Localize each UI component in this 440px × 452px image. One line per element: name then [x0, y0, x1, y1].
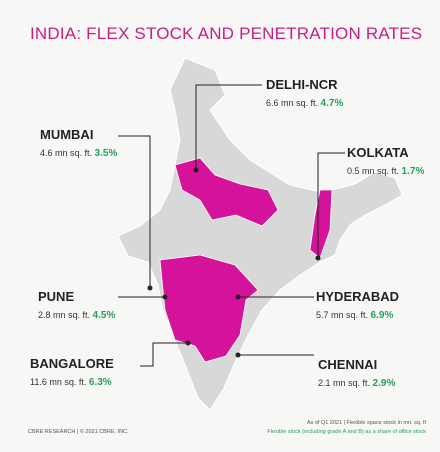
city-name: HYDERABAD: [316, 289, 400, 304]
city-rate: 6.9%: [370, 310, 394, 321]
region-north: [174, 157, 279, 227]
city-label: KOLKATA 0.5 mn sq. ft. 1.7%: [347, 145, 424, 177]
city-label: DELHI-NCR 6.6 mn sq. ft. 4.7%: [266, 77, 343, 109]
city-stock: 0.5 mn sq. ft.: [347, 166, 400, 176]
city-rate: 1.7%: [401, 166, 425, 177]
city-rate: 6.3%: [88, 377, 112, 388]
region-south: [159, 254, 259, 363]
city-stock: 2.1 mn sq. ft.: [318, 378, 371, 388]
city-dots: [147, 167, 321, 358]
city-rate: 4.5%: [92, 310, 116, 321]
city-stock: 2.8 mn sq. ft.: [38, 310, 91, 320]
city-stock: 4.6 mn sq. ft.: [40, 148, 93, 158]
city-stock: 5.7 mn sq. ft.: [316, 310, 369, 320]
footnote: As of Q1 2021 | Flexible space stock in …: [306, 420, 426, 426]
leader-lines: [118, 84, 345, 367]
city-rate: 4.7%: [320, 98, 344, 109]
city-name: KOLKATA: [347, 145, 409, 160]
city-label: MUMBAI 4.6 mn sq. ft. 3.5%: [40, 127, 117, 159]
source: CBRE RESEARCH | © 2021 CBRE, INC.: [28, 429, 129, 435]
city-name: BANGALORE: [30, 356, 114, 371]
city-name: DELHI-NCR: [266, 77, 338, 92]
city-rate: 3.5%: [94, 148, 118, 159]
city-name: PUNE: [38, 289, 75, 304]
city-label: PUNE 2.8 mn sq. ft. 4.5%: [38, 289, 115, 321]
footnote-green: Flexible stock (including grade A and B)…: [267, 429, 426, 435]
city-name: CHENNAI: [318, 357, 378, 372]
city-rate: 2.9%: [372, 378, 396, 389]
city-stock: 11.6 mn sq. ft.: [30, 377, 87, 387]
city-label: HYDERABAD 5.7 mn sq. ft. 6.9%: [316, 289, 399, 321]
city-stock: 6.6 mn sq. ft.: [266, 98, 319, 108]
city-label: CHENNAI 2.1 mn sq. ft. 2.9%: [318, 357, 395, 389]
city-name: MUMBAI: [40, 127, 94, 142]
city-label: BANGALORE 11.6 mn sq. ft. 6.3%: [30, 356, 114, 388]
title: INDIA: FLEX STOCK AND PENETRATION RATES: [30, 24, 423, 43]
